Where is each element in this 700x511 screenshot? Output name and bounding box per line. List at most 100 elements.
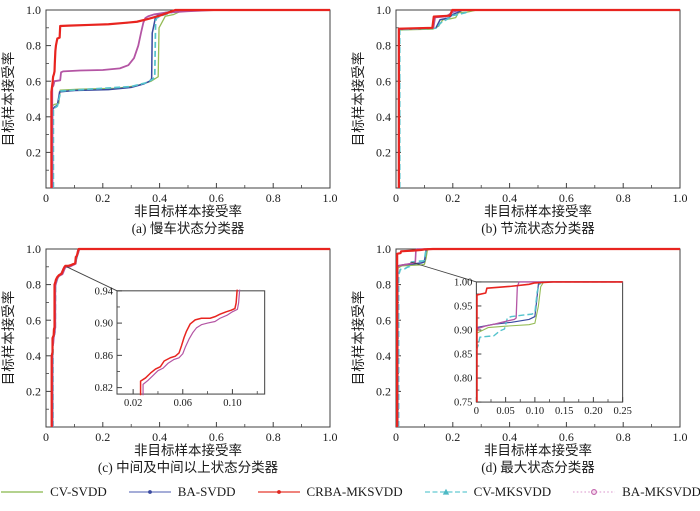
x-tick-label: 0.2 — [445, 430, 460, 444]
y-tick-label: 0.4 — [376, 110, 391, 124]
inset-connector-line — [66, 266, 118, 292]
x-tick-label: 1.0 — [323, 191, 338, 205]
x-tick-label: 0.05 — [496, 406, 514, 417]
x-tick-label: 0.4 — [152, 430, 167, 444]
subplot-caption: (b) 节流状态分类器 — [481, 221, 595, 236]
y-tick-label: 0.2 — [26, 384, 41, 398]
plot-frame — [395, 9, 681, 189]
y-tick-label: 0.80 — [454, 374, 472, 385]
y-tick-label: 0.94 — [95, 286, 114, 297]
chart-legend: CV-SVDD BA-SVDD CRBA-MKSVDD CV-MKSVDD BA… — [0, 480, 700, 504]
x-tick-label: 0.2 — [95, 430, 110, 444]
x-axis-title: 非目标样本接受率 — [134, 203, 242, 219]
x-tick-label: 1.0 — [323, 430, 338, 444]
x-tick-label: 0.15 — [555, 406, 573, 417]
y-tick-label: 0.75 — [454, 398, 472, 409]
x-axis-title: 非目标样本接受率 — [134, 442, 242, 458]
chart-d-max-state: 0 0.2 0.4 0.6 0.8 1.0 0.2 0.4 0.6 0.8 1.0 0 0.05 0.10… — [350, 241, 700, 480]
x-tick-label: 0.8 — [266, 430, 281, 444]
series-line-crba-mksvdd — [50, 8, 330, 188]
y-tick-label: 1.00 — [454, 278, 472, 289]
plot-frame — [475, 281, 624, 403]
chart-d-canvas: 0 0.2 0.4 0.6 0.8 1.00.20.40.60.81.00 0.05 0.10… — [350, 242, 688, 475]
legend-sample-cv-mksvdd — [424, 488, 467, 495]
chart-a-slow-state: 0 0.2 0.4 0.6 0.8 1.0 0.2 0.4 0.6 0.8 1.0 非目标样本接受率 目… — [0, 2, 350, 241]
y-axis-title: 目标样本接受率 — [350, 52, 366, 147]
x-tick-label: 1.0 — [673, 191, 688, 205]
x-tick-label: 0.06 — [174, 398, 192, 409]
x-tick-label: 0.6 — [559, 430, 574, 444]
x-tick-label: 0.2 — [95, 191, 110, 205]
series-line-ba-mksvdd — [142, 289, 241, 396]
legend-label-ba-mksvdd: BA-MKSVDD — [622, 484, 700, 499]
x-tick-label: 0 — [43, 430, 49, 444]
series-line-ba-mksvdd — [476, 281, 623, 330]
series-line-crba-mksvdd — [50, 247, 330, 427]
x-axis-title: 非目标样本接受率 — [484, 442, 592, 458]
y-tick-label: 0.4 — [26, 110, 41, 124]
legend-item-cv-svdd: CV-SVDD — [0, 484, 107, 500]
y-tick-label: 0.6 — [26, 313, 41, 327]
legend-label-cv-svdd: CV-SVDD — [50, 484, 107, 499]
y-tick-label: 0.2 — [26, 145, 41, 159]
y-tick-label: 1.0 — [26, 242, 41, 256]
legend-sample-crba-mksvdd — [257, 490, 300, 494]
y-tick-label: 1.0 — [376, 3, 391, 17]
y-tick-label: 0.90 — [95, 319, 113, 330]
series-line-crba-mksvdd — [397, 8, 680, 188]
legend-marker-dot — [147, 490, 152, 494]
chart-a-canvas: 0 0.2 0.4 0.6 0.8 1.0 0.2 0.4 0.6 0.8 1.0 非目标样本接受率 目… — [0, 3, 338, 236]
series-line-cv-svdd — [476, 281, 623, 334]
charts-grid: 0 0.2 0.4 0.6 0.8 1.0 0.2 0.4 0.6 0.8 1.0 非目标样本接受率目… — [0, 2, 700, 480]
subplot-caption: (a) 慢车状态分类器 — [132, 220, 245, 236]
plot-frame — [45, 9, 331, 189]
legend-marker-dot — [276, 490, 281, 494]
y-tick-label: 0.2 — [376, 145, 391, 159]
x-tick-label: 0.2 — [445, 191, 460, 205]
legend-item-ba-svdd: BA-SVDD — [127, 484, 236, 500]
x-tick-label: 0.8 — [616, 191, 631, 205]
series-line-cv-mksvdd — [475, 281, 623, 351]
x-tick-label: 0.8 — [266, 191, 281, 205]
legend-label-ba-svdd: BA-SVDD — [177, 484, 236, 499]
legend-item-ba-mksvdd: BA-MKSVDD — [571, 484, 700, 500]
chart-c-canvas: 0 0.2 0.4 0.6 0.8 1.0 0.2 0.4 0.6 0.8 1.0 0.02 0.06 0… — [0, 242, 338, 475]
legend-label-crba-mksvdd: CRBA-MKSVDD — [306, 484, 403, 499]
legend-item-cv-mksvdd: CV-MKSVDD — [423, 484, 551, 500]
y-axis-title: 目标样本接受率 — [350, 291, 366, 386]
plot-frame — [116, 290, 266, 395]
y-axis-title: 目标样本接受率 — [0, 291, 16, 386]
y-tick-label: 0.6 — [376, 74, 391, 88]
x-tick-label: 0 — [43, 191, 49, 205]
series-line-ba-mksvdd — [51, 9, 330, 188]
x-tick-label: 0.20 — [584, 406, 602, 417]
y-tick-label: 0.6 — [26, 74, 41, 88]
x-tick-label: 0.10 — [526, 406, 544, 417]
inset-d: 0 0.05 0.10 0.15 0.20 0.25 0.75 0.80 0.85 0.90 0.9… — [454, 278, 632, 418]
y-axis-title: 目标样本接受率 — [0, 52, 16, 147]
y-tick-label: 0.4 — [376, 349, 391, 363]
y-tick-label: 0.4 — [26, 349, 41, 363]
x-tick-label: 0.02 — [124, 398, 142, 409]
y-tick-label: 0.8 — [376, 39, 391, 53]
series-line-cv-mksvdd — [52, 9, 330, 188]
y-tick-label: 0.82 — [95, 383, 113, 394]
legend-marker-triangle — [442, 488, 449, 495]
y-tick-label: 1.0 — [26, 3, 41, 17]
y-tick-label: 0.8 — [26, 278, 41, 292]
x-tick-label: 0.6 — [209, 191, 224, 205]
plot-a: 0 0.2 0.4 0.6 0.8 1.0 0.2 0.4 0.6 0.8 1.0 — [26, 3, 338, 205]
x-tick-label: 0.6 — [209, 430, 224, 444]
chart-b-throttle-state: 0 0.2 0.4 0.6 0.8 1.0 0.2 0.4 0.6 0.8 1.0 非目标样本接受率 目… — [350, 2, 700, 241]
x-tick-label: 0.10 — [223, 398, 241, 409]
series-line-crba-mksvdd — [396, 247, 680, 427]
plot-b: 0 0.2 0.4 0.6 0.8 1.0 0.2 0.4 0.6 0.8 1.0 — [376, 3, 688, 205]
y-tick-label: 0.95 — [454, 302, 472, 313]
series-line-crba-mksvdd — [476, 281, 623, 403]
x-tick-label: 0.4 — [152, 191, 167, 205]
inset-c: 0.02 0.06 0.10 0.82 0.86 0.90 0.94 — [95, 286, 266, 409]
legend-sample-cv-svdd — [1, 491, 44, 493]
x-tick-label: 1.0 — [673, 430, 688, 444]
legend-sample-ba-mksvdd — [573, 489, 616, 495]
